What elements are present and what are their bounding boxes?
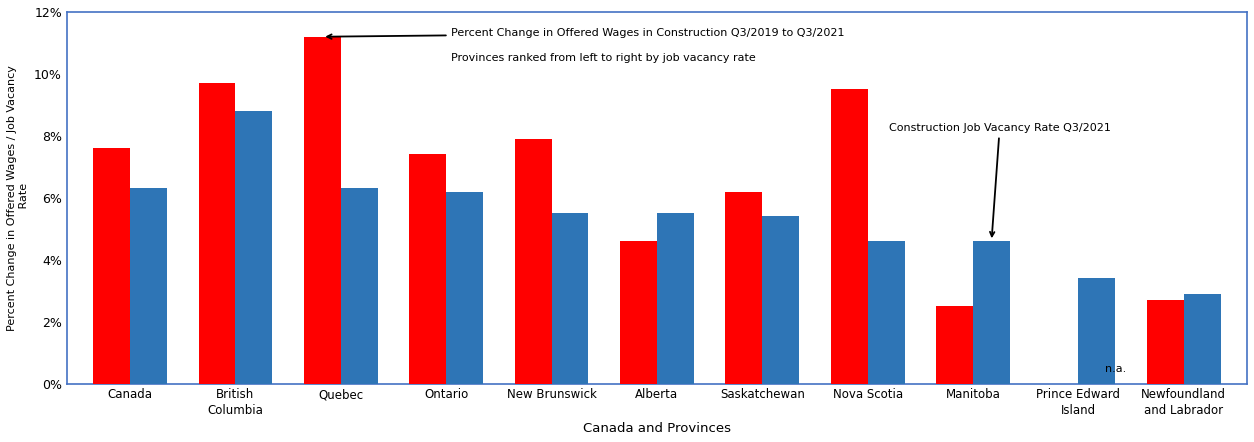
- Bar: [868, 241, 904, 384]
- Text: Provinces ranked from left to right by job vacancy rate: Provinces ranked from left to right by j…: [451, 53, 756, 63]
- Bar: [1078, 278, 1115, 384]
- Bar: [726, 191, 762, 384]
- Bar: [973, 241, 1009, 384]
- Bar: [619, 241, 657, 384]
- Bar: [236, 111, 272, 384]
- Bar: [1184, 294, 1220, 384]
- Bar: [341, 188, 377, 384]
- Text: Percent Change in Offered Wages in Construction Q3/2019 to Q3/2021: Percent Change in Offered Wages in Const…: [327, 28, 845, 39]
- Bar: [93, 148, 130, 384]
- Bar: [762, 217, 799, 384]
- Bar: [198, 83, 236, 384]
- Bar: [409, 154, 446, 384]
- Bar: [446, 191, 483, 384]
- Bar: [831, 89, 868, 384]
- Text: Construction Job Vacancy Rate Q3/2021: Construction Job Vacancy Rate Q3/2021: [889, 123, 1111, 236]
- Bar: [1147, 300, 1184, 384]
- Bar: [514, 139, 552, 384]
- Bar: [937, 306, 973, 384]
- Y-axis label: Percent Change in Offered Wages / Job Vacancy
 Rate: Percent Change in Offered Wages / Job Va…: [8, 65, 29, 331]
- Bar: [552, 213, 588, 384]
- Text: n.a.: n.a.: [1105, 364, 1126, 374]
- Bar: [303, 37, 341, 384]
- Bar: [657, 213, 693, 384]
- Bar: [130, 188, 167, 384]
- X-axis label: Canada and Provinces: Canada and Provinces: [583, 422, 731, 435]
